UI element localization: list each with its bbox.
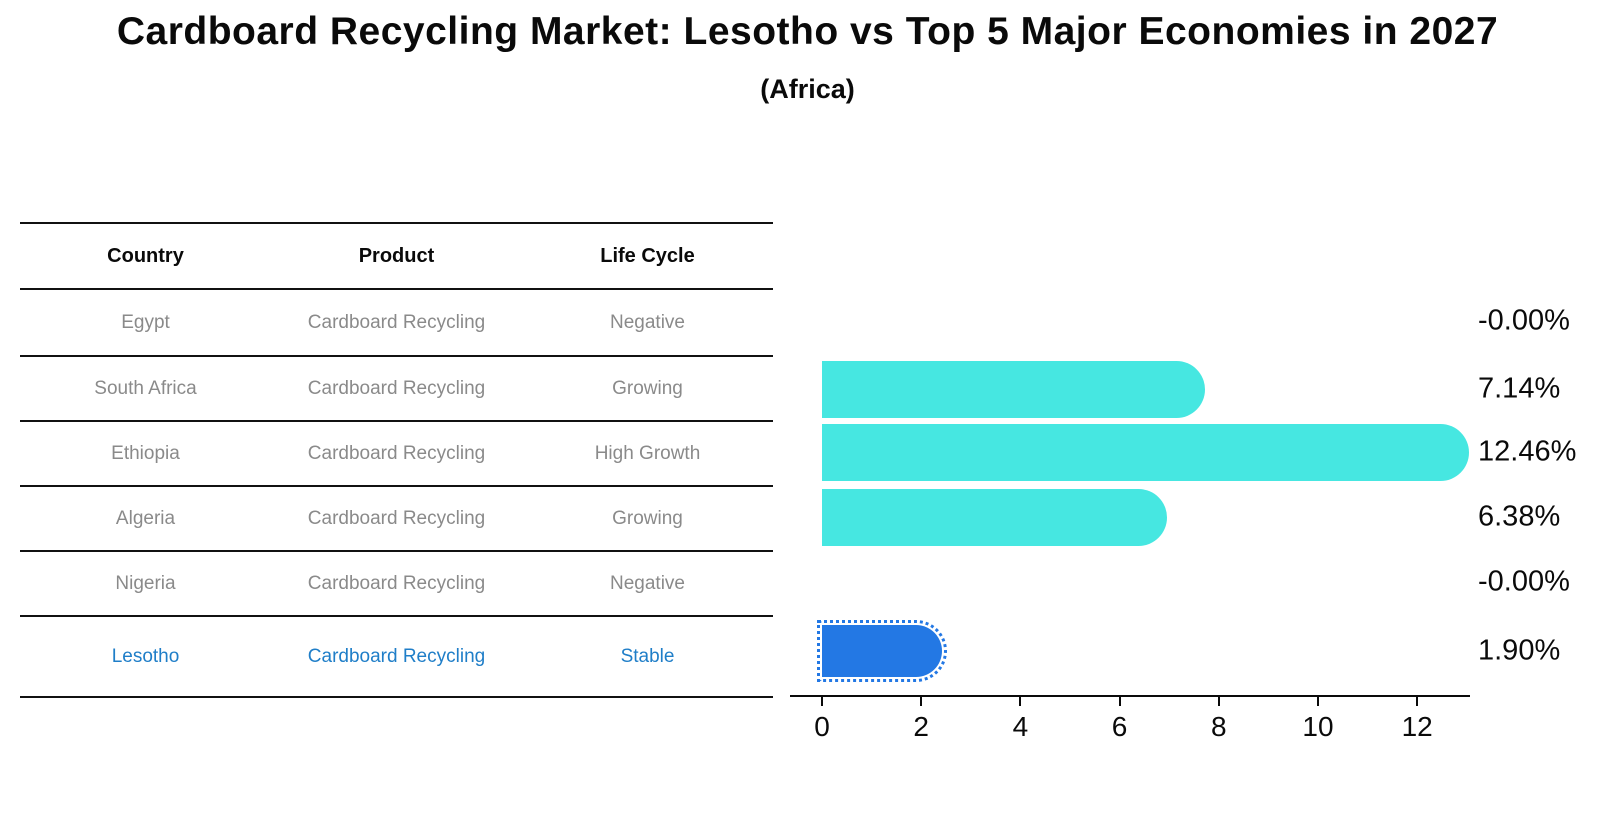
bar-ethiopia [822,423,1469,481]
x-tick-label: 10 [1302,711,1334,742]
country-cell: Lesotho [111,645,180,667]
x-tick-mark [821,697,823,706]
table-header-row: Country Product Life Cycle [20,222,773,288]
product-cell: Cardboard Recycling [307,572,486,594]
value-label: -0.00% [1478,304,1570,337]
bar-highlight-lesotho [816,620,948,682]
column-header-product: Product [358,244,435,267]
table-row: Ethiopia Cardboard Recycling High Growth [20,420,773,485]
bar-south-africa [822,360,1205,418]
lifecycle-cell: Stable [620,645,675,667]
x-tick-mark [1019,697,1022,706]
table-row: Egypt Cardboard Recycling Negative [20,288,773,355]
chart-subtitle: (Africa) [760,74,855,104]
chart-title: Cardboard Recycling Market: Lesotho vs T… [116,10,1499,53]
lifecycle-cell: Growing [612,507,683,529]
table-row: Algeria Cardboard Recycling Growing [20,485,773,550]
country-table: Country Product Life Cycle Egypt Cardboar… [20,222,773,698]
country-cell: Nigeria [115,572,176,594]
country-cell: Ethiopia [111,442,180,464]
product-cell: Cardboard Recycling [307,645,486,667]
product-cell: Cardboard Recycling [307,377,486,399]
column-header-lifecycle: Life Cycle [600,244,695,267]
country-cell: Egypt [121,311,170,333]
lifecycle-cell: Growing [612,377,683,399]
x-tick-mark [1217,697,1220,706]
country-cell: South Africa [94,377,197,399]
country-cell: Algeria [115,507,176,529]
product-cell: Cardboard Recycling [307,442,486,464]
table-row: Lesotho Cardboard Recycling Stable [20,615,773,698]
column-header-country: Country [107,244,184,267]
x-tick-label: 8 [1211,711,1227,742]
x-tick-mark [1317,697,1319,706]
table-body: Egypt Cardboard Recycling Negative South Af… [20,288,773,698]
x-axis [790,695,1470,697]
bar-algeria [822,488,1167,546]
value-label: 12.46% [1478,435,1577,468]
value-label: 1.90% [1478,634,1561,667]
value-label: 7.14% [1478,372,1561,405]
table-row: Nigeria Cardboard Recycling Negative [20,550,773,615]
x-tick-label: 0 [814,711,830,742]
table-row: South Africa Cardboard Recycling Growing [20,355,773,420]
x-tick-mark [1118,697,1121,706]
x-tick-mark [920,697,923,706]
x-tick-label: 4 [1012,711,1029,742]
value-label: 6.38% [1478,500,1561,533]
x-tick-label: 6 [1111,711,1128,742]
product-cell: Cardboard Recycling [307,311,486,333]
x-tick-label: 12 [1401,711,1433,742]
value-label: -0.00% [1478,565,1570,598]
lifecycle-cell: High Growth [594,442,701,464]
lifecycle-cell: Negative [610,311,685,333]
x-tick-label: 2 [913,711,929,742]
lifecycle-cell: Negative [610,572,685,594]
product-cell: Cardboard Recycling [307,507,486,529]
x-tick-mark [1416,697,1419,706]
